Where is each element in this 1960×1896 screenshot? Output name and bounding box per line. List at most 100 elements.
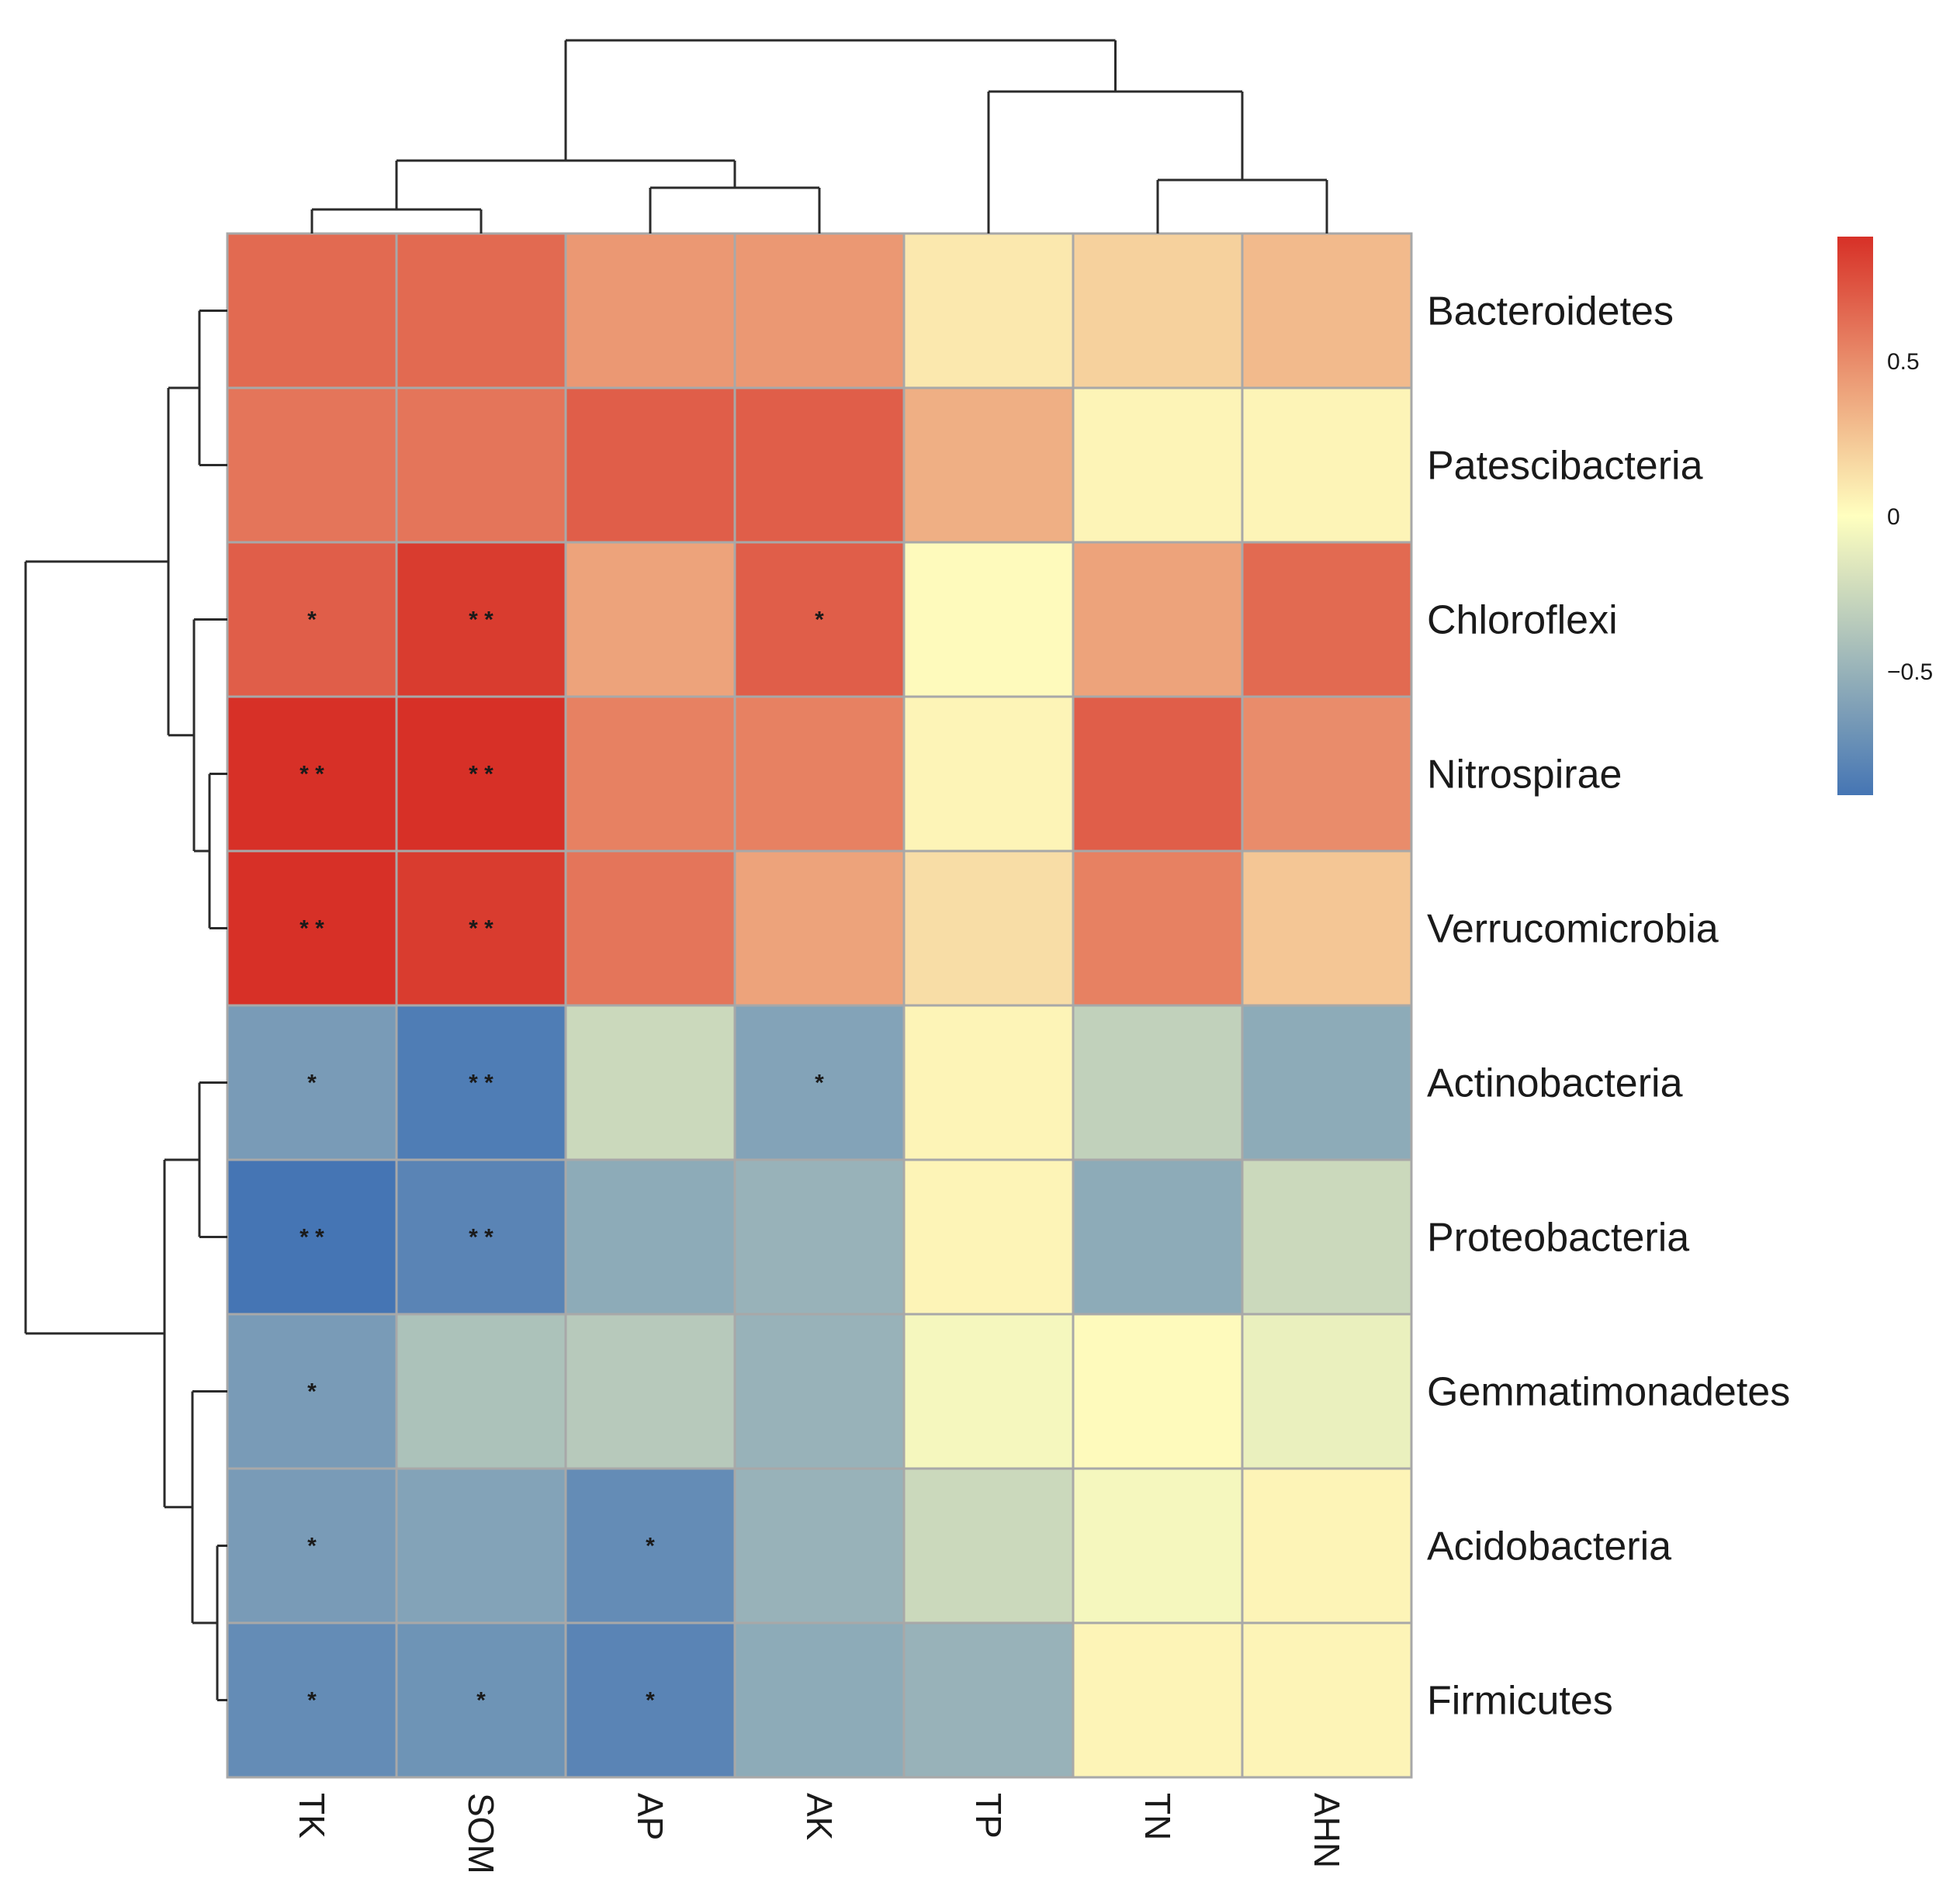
heatmap-cell bbox=[1072, 1158, 1244, 1316]
heatmap-cell bbox=[226, 232, 398, 389]
heatmap-cell bbox=[1072, 1621, 1244, 1779]
heatmap-cell bbox=[733, 695, 906, 853]
row-label: Verrucomicrobia bbox=[1427, 907, 1719, 952]
heatmap-cell bbox=[395, 1621, 567, 1779]
heatmap-cell bbox=[564, 695, 736, 853]
heatmap-cell bbox=[1241, 386, 1413, 544]
heatmap-cell bbox=[395, 1158, 567, 1316]
heatmap-cell bbox=[1241, 1004, 1413, 1161]
row-label: Gemmatimonadetes bbox=[1427, 1370, 1790, 1415]
heatmap-cell bbox=[902, 232, 1075, 389]
row-label: Actinobacteria bbox=[1427, 1061, 1683, 1106]
row-label: Patescibacteria bbox=[1427, 444, 1703, 489]
row-label: Firmicutes bbox=[1427, 1679, 1613, 1724]
heatmap-cell bbox=[1072, 232, 1244, 389]
column-label: TK bbox=[292, 1793, 332, 1839]
heatmap-cell bbox=[733, 1158, 906, 1316]
significance-marker: * bbox=[307, 1379, 317, 1405]
column-label: AP bbox=[630, 1793, 670, 1840]
heatmap-cell bbox=[226, 386, 398, 544]
heatmap-cell bbox=[902, 1158, 1075, 1316]
heatmap-cell bbox=[733, 849, 906, 1007]
heatmap-cell bbox=[564, 849, 736, 1007]
significance-marker: * bbox=[815, 607, 824, 633]
heatmap-cell bbox=[1072, 541, 1244, 698]
heatmap-cell bbox=[1072, 1467, 1244, 1624]
heatmap-cell bbox=[1241, 541, 1413, 698]
significance-marker: * bbox=[815, 1071, 824, 1096]
row-label: Chloroflexi bbox=[1427, 598, 1618, 643]
significance-marker: * * bbox=[300, 762, 324, 787]
heatmap-cell bbox=[564, 1004, 736, 1161]
significance-marker: * * bbox=[469, 762, 493, 787]
heatmap-cell bbox=[1241, 1467, 1413, 1624]
heatmap-cell bbox=[1241, 232, 1413, 389]
color-legend-bar bbox=[1837, 237, 1873, 795]
row-label: Acidobacteria bbox=[1427, 1524, 1671, 1569]
heatmap-cell bbox=[564, 1313, 736, 1470]
heatmap-cell bbox=[902, 541, 1075, 698]
heatmap-cell bbox=[733, 386, 906, 544]
heatmap-cell bbox=[226, 849, 398, 1007]
row-label: Nitrospirae bbox=[1427, 753, 1622, 797]
heatmap-cell bbox=[226, 1467, 398, 1624]
heatmap-cell bbox=[733, 1004, 906, 1161]
heatmap-cell bbox=[902, 695, 1075, 853]
heatmap-cell bbox=[1072, 1004, 1244, 1161]
heatmap-cell bbox=[902, 1467, 1075, 1624]
significance-marker: * bbox=[307, 607, 317, 633]
heatmap-cell bbox=[1072, 849, 1244, 1007]
heatmap-cell bbox=[1072, 1313, 1244, 1470]
heatmap-cell bbox=[1241, 849, 1413, 1007]
heatmap-cell bbox=[902, 1004, 1075, 1161]
heatmap-cell bbox=[733, 1621, 906, 1779]
heatmap-cell bbox=[395, 1313, 567, 1470]
heatmap-cell bbox=[1241, 1158, 1413, 1316]
column-label: SOM bbox=[461, 1793, 501, 1874]
heatmap-cell bbox=[395, 386, 567, 544]
heatmap-cell bbox=[733, 232, 906, 389]
heatmap-cell bbox=[902, 849, 1075, 1007]
significance-marker: * bbox=[307, 1071, 317, 1096]
heatmap-cell bbox=[1241, 1621, 1413, 1779]
significance-marker: * bbox=[646, 1534, 655, 1559]
heatmap-cell bbox=[1072, 386, 1244, 544]
heatmap-cell bbox=[564, 1621, 736, 1779]
heatmap-cell bbox=[733, 1467, 906, 1624]
significance-marker: * * bbox=[469, 1225, 493, 1251]
column-label: AHN bbox=[1307, 1793, 1347, 1868]
heatmap-cell bbox=[1072, 695, 1244, 853]
legend-tick-label: 0 bbox=[1887, 504, 1900, 530]
row-label: Bacteroidetes bbox=[1427, 289, 1674, 334]
heatmap-cell bbox=[226, 541, 398, 698]
column-label: TP bbox=[968, 1793, 1009, 1839]
significance-marker: * * bbox=[300, 1225, 324, 1251]
significance-marker: * * bbox=[469, 916, 493, 942]
significance-marker: * bbox=[476, 1688, 486, 1714]
legend-tick-label: 0.5 bbox=[1887, 349, 1920, 375]
heatmap-cell bbox=[395, 1467, 567, 1624]
significance-marker: * * bbox=[469, 607, 493, 633]
heatmap-cell bbox=[1241, 695, 1413, 853]
legend-tick-label: −0.5 bbox=[1887, 659, 1933, 685]
column-label: AK bbox=[799, 1793, 840, 1841]
significance-marker: * * bbox=[469, 1071, 493, 1096]
heatmap-cell bbox=[902, 386, 1075, 544]
column-label: TN bbox=[1138, 1793, 1178, 1840]
significance-marker: * bbox=[307, 1534, 317, 1559]
heatmap-cell bbox=[733, 541, 906, 698]
heatmap-cell bbox=[564, 541, 736, 698]
heatmap-cell bbox=[902, 1313, 1075, 1470]
significance-marker: * bbox=[307, 1688, 317, 1714]
heatmap-cell bbox=[395, 232, 567, 389]
heatmap-cell bbox=[564, 386, 736, 544]
row-label: Proteobacteria bbox=[1427, 1216, 1689, 1261]
heatmap-cell bbox=[733, 1313, 906, 1470]
significance-marker: * * bbox=[300, 916, 324, 942]
significance-marker: * bbox=[646, 1688, 655, 1714]
heatmap-cell bbox=[395, 541, 567, 698]
heatmap-cell bbox=[1241, 1313, 1413, 1470]
heatmap-cell bbox=[564, 1158, 736, 1316]
